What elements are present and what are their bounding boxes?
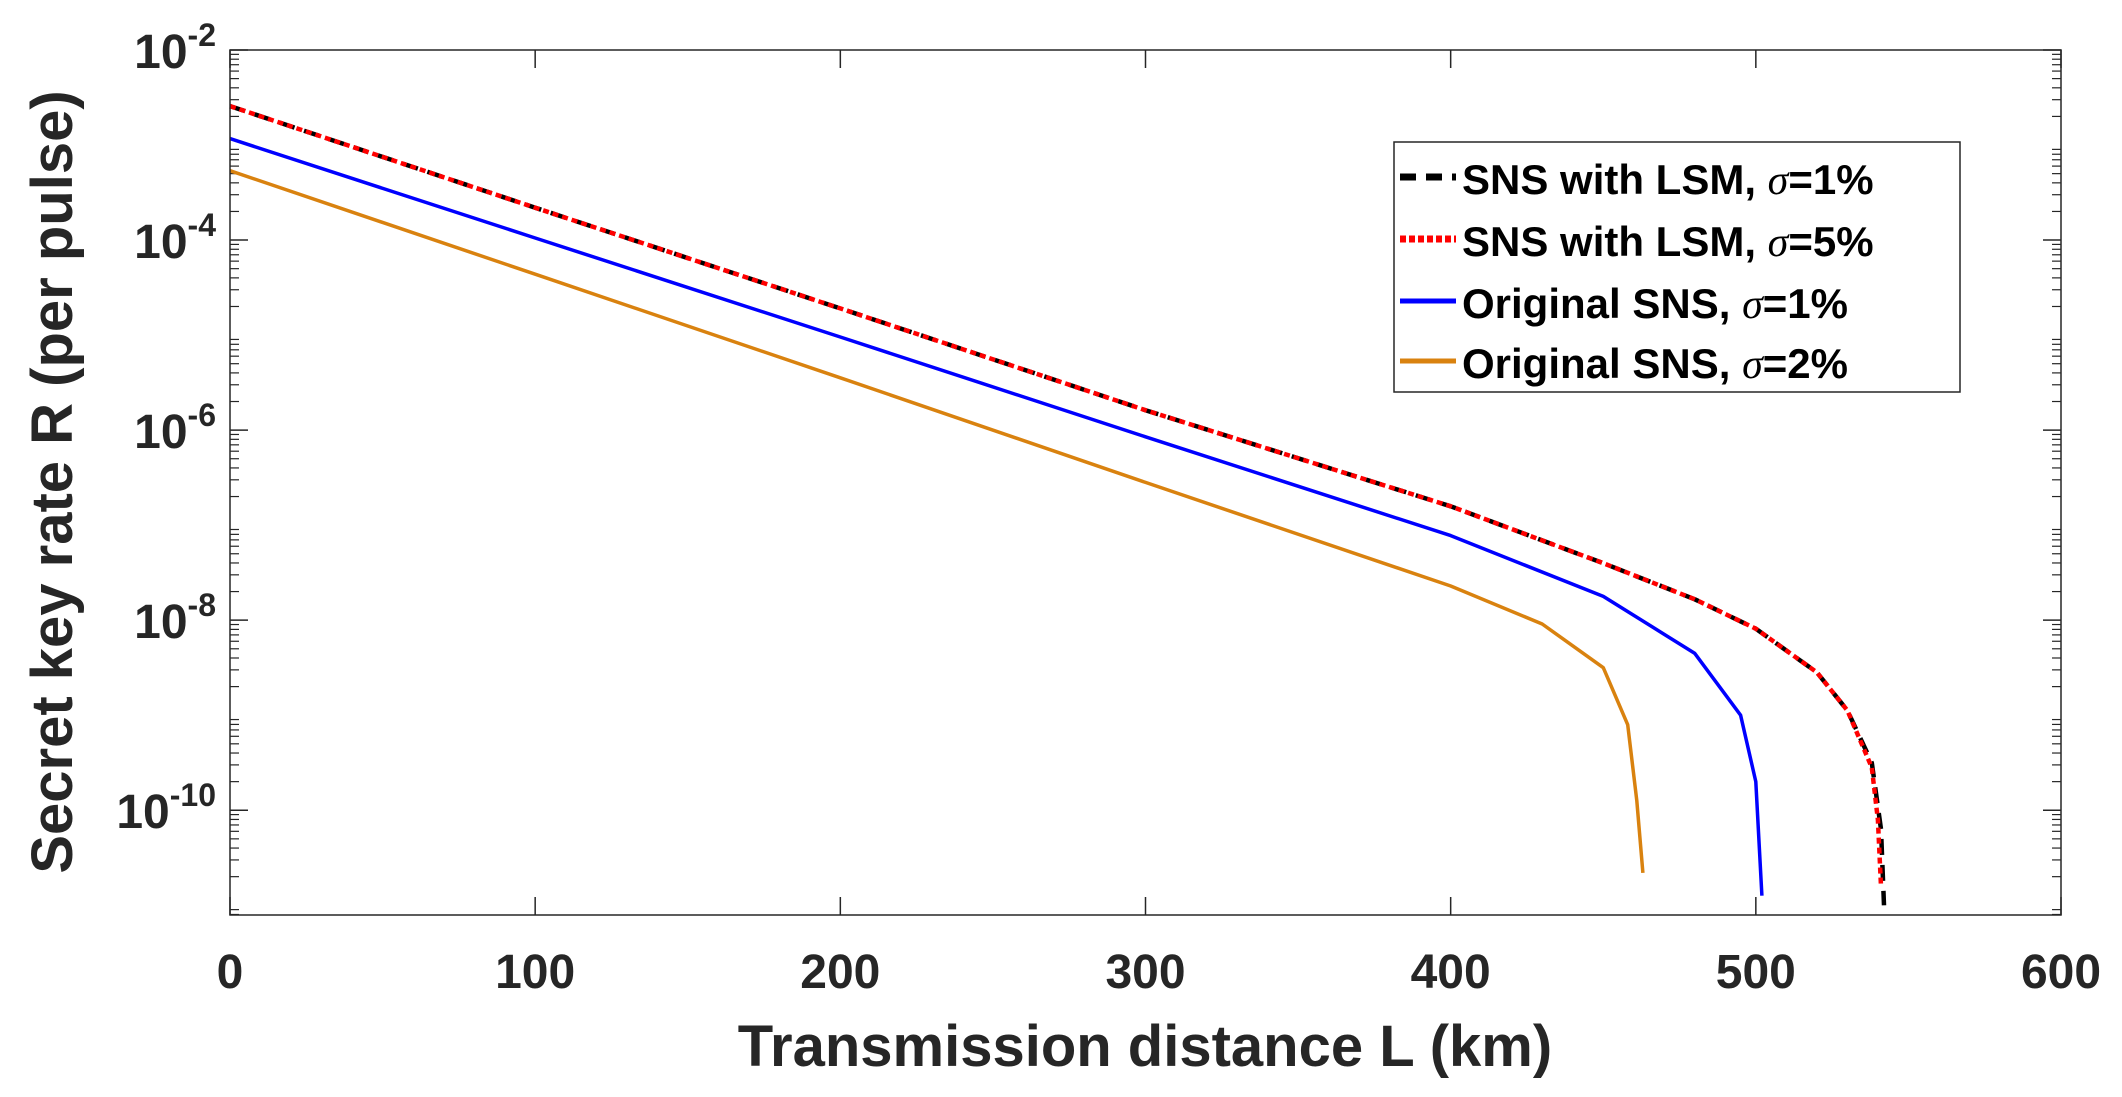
series-line-3 xyxy=(229,136,1764,896)
legend-box xyxy=(1393,141,1961,393)
x-axis: 0 100 200 300 400 500 600 xyxy=(217,50,2101,999)
legend-label-2: SNS with LSM, σ=5% xyxy=(1462,218,1874,266)
y-tick-exponent: -6 xyxy=(188,397,216,433)
y-tick-base: 10 xyxy=(134,216,187,269)
y-tick-exponent: -10 xyxy=(170,777,216,813)
legend-label-4: Original SNS, σ=2% xyxy=(1462,340,1848,388)
legend-value: =1% xyxy=(1788,156,1873,203)
y-tick-exponent: -4 xyxy=(188,207,217,243)
legend-sigma: σ xyxy=(1742,282,1765,328)
legend-value: =5% xyxy=(1788,218,1873,265)
legend-sigma: σ xyxy=(1742,342,1765,388)
legend-text: SNS with LSM, xyxy=(1462,218,1768,265)
legend-sigma: σ xyxy=(1768,158,1791,204)
legend-value: =2% xyxy=(1763,340,1848,387)
x-tick-label: 100 xyxy=(495,946,575,999)
y-tick-label: 10-10 xyxy=(116,777,216,839)
x-tick-label: 600 xyxy=(2021,946,2101,999)
y-tick-base: 10 xyxy=(134,26,187,79)
minor-ticks xyxy=(230,53,2061,916)
series-line-4 xyxy=(229,169,1645,874)
legend-label-3: Original SNS, σ=1% xyxy=(1462,280,1848,328)
y-tick-label: 10-2 xyxy=(134,17,216,79)
y-tick-exponent: -2 xyxy=(188,17,216,53)
legend-text: SNS with LSM, xyxy=(1462,156,1768,203)
legend-value: =1% xyxy=(1763,280,1848,327)
series-layer xyxy=(229,103,1887,906)
y-tick-label: 10-8 xyxy=(134,587,216,649)
x-tick-label: 0 xyxy=(217,946,244,999)
series-line-2 xyxy=(229,103,1884,887)
x-axis-label: Transmission distance L (km) xyxy=(738,1014,1552,1079)
y-tick-base: 10 xyxy=(134,406,187,459)
y-tick-label: 10-6 xyxy=(134,397,216,459)
legend-text: Original SNS, xyxy=(1462,340,1742,387)
x-tick-label: 200 xyxy=(800,946,880,999)
y-tick-exponent: -8 xyxy=(188,587,216,623)
y-tick-base: 10 xyxy=(116,786,169,839)
y-axis-label: Secret key rate R (per pulse) xyxy=(20,90,85,873)
x-tick-label: 400 xyxy=(1411,946,1491,999)
y-tick-label: 10-4 xyxy=(134,207,216,269)
legend-sigma: σ xyxy=(1768,220,1791,266)
legend: SNS with LSM, σ=1%SNS with LSM, σ=5%Orig… xyxy=(1393,141,1961,393)
y-tick-base: 10 xyxy=(134,596,187,649)
x-tick-label: 500 xyxy=(1716,946,1796,999)
legend-label-1: SNS with LSM, σ=1% xyxy=(1462,156,1874,204)
legend-text: Original SNS, xyxy=(1462,280,1742,327)
x-tick-label: 300 xyxy=(1105,946,1185,999)
